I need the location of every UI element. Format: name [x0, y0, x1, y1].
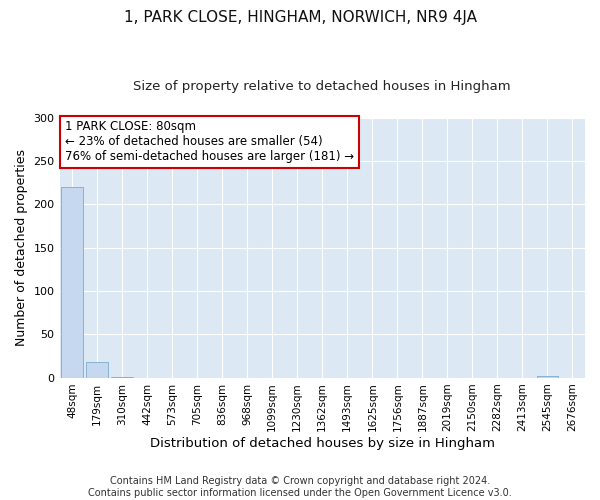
- Bar: [86, 362, 108, 378]
- Title: Size of property relative to detached houses in Hingham: Size of property relative to detached ho…: [133, 80, 511, 93]
- Y-axis label: Number of detached properties: Number of detached properties: [15, 150, 28, 346]
- Bar: [537, 376, 558, 378]
- Bar: [61, 187, 83, 378]
- Bar: [112, 377, 133, 378]
- Text: 1 PARK CLOSE: 80sqm
← 23% of detached houses are smaller (54)
76% of semi-detach: 1 PARK CLOSE: 80sqm ← 23% of detached ho…: [65, 120, 354, 164]
- Text: Contains HM Land Registry data © Crown copyright and database right 2024.
Contai: Contains HM Land Registry data © Crown c…: [88, 476, 512, 498]
- Text: 1, PARK CLOSE, HINGHAM, NORWICH, NR9 4JA: 1, PARK CLOSE, HINGHAM, NORWICH, NR9 4JA: [124, 10, 476, 25]
- X-axis label: Distribution of detached houses by size in Hingham: Distribution of detached houses by size …: [150, 437, 495, 450]
